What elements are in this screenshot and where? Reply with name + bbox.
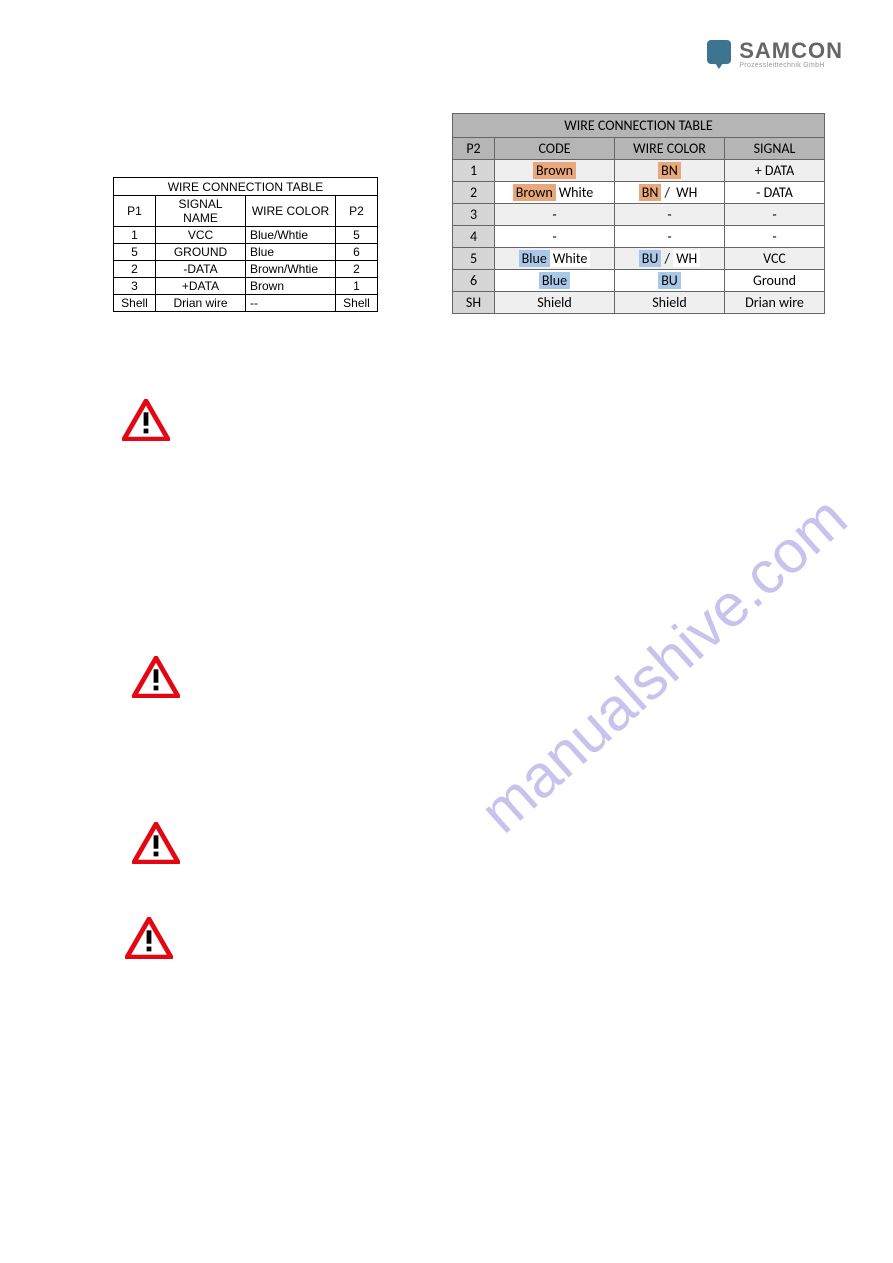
tr-h0: P2 xyxy=(453,138,495,160)
tl-r1c0: 5 xyxy=(114,244,156,261)
tr-code: BrownWhite xyxy=(495,182,615,204)
tr-code: Brown xyxy=(495,160,615,182)
tr-code: BlueWhite xyxy=(495,248,615,270)
tr-h3: SIGNAL xyxy=(725,138,825,160)
table-right-title: WIRE CONNECTION TABLE xyxy=(453,114,825,138)
wire-connection-table-right: WIRE CONNECTION TABLE P2 CODE WIRE COLOR… xyxy=(452,113,825,314)
table-left-h3: P2 xyxy=(336,196,378,227)
tl-r3c3: 1 xyxy=(336,278,378,295)
table-left-h2: WIRE COLOR xyxy=(246,196,336,227)
tr-wire: BU xyxy=(615,270,725,292)
tl-r2c0: 2 xyxy=(114,261,156,278)
tr-signal: + DATA xyxy=(725,160,825,182)
tr-wire: - xyxy=(615,204,725,226)
logo-main-text: SAMCON xyxy=(739,40,843,62)
tr-signal: - xyxy=(725,204,825,226)
tr-signal: Ground xyxy=(725,270,825,292)
tl-r4c2: -- xyxy=(246,295,336,312)
speech-bubble-icon xyxy=(707,40,731,64)
tl-r3c1: +DATA xyxy=(156,278,246,295)
table-left-title: WIRE CONNECTION TABLE xyxy=(114,178,378,196)
table-row: 4 - - - xyxy=(453,226,825,248)
tr-signal: - DATA xyxy=(725,182,825,204)
tl-r4c1: Drian wire xyxy=(156,295,246,312)
tl-r1c2: Blue xyxy=(246,244,336,261)
tl-r0c1: VCC xyxy=(156,227,246,244)
logo-text: SAMCON Prozessleittechnik GmbH xyxy=(739,40,843,69)
tr-wire: BN / WH xyxy=(615,182,725,204)
tr-p2: 2 xyxy=(453,182,495,204)
table-left-h1: SIGNAL NAME xyxy=(156,196,246,227)
table-row: 5BlueWhiteBU / WHVCC xyxy=(453,248,825,270)
tr-signal: VCC xyxy=(725,248,825,270)
table-row: 2BrownWhiteBN / WH- DATA xyxy=(453,182,825,204)
tl-r0c2: Blue/Whtie xyxy=(246,227,336,244)
table-left-h0: P1 xyxy=(114,196,156,227)
wire-connection-table-left: WIRE CONNECTION TABLE P1 SIGNAL NAME WIR… xyxy=(113,177,378,312)
tl-r2c1: -DATA xyxy=(156,261,246,278)
tl-r0c0: 1 xyxy=(114,227,156,244)
tr-h2: WIRE COLOR xyxy=(615,138,725,160)
tr-p2: 6 xyxy=(453,270,495,292)
table-row: 3 - - - xyxy=(453,204,825,226)
tr-h1: CODE xyxy=(495,138,615,160)
tl-r2c3: 2 xyxy=(336,261,378,278)
warning-triangle-icon xyxy=(132,822,180,864)
tr-p2: 1 xyxy=(453,160,495,182)
tr-signal: - xyxy=(725,226,825,248)
logo-sub-text: Prozessleittechnik GmbH xyxy=(739,62,843,69)
table-row: 1BrownBN+ DATA xyxy=(453,160,825,182)
tl-r3c0: 3 xyxy=(114,278,156,295)
tr-wire: BN xyxy=(615,160,725,182)
table-row: SH Shield Shield Drian wire xyxy=(453,292,825,314)
tr-p2: 5 xyxy=(453,248,495,270)
tr-signal: Drian wire xyxy=(725,292,825,314)
tl-r0c3: 5 xyxy=(336,227,378,244)
tl-r4c0: Shell xyxy=(114,295,156,312)
tl-r1c1: GROUND xyxy=(156,244,246,261)
tl-r1c3: 6 xyxy=(336,244,378,261)
tr-wire: - xyxy=(615,226,725,248)
tr-code: Blue xyxy=(495,270,615,292)
tl-r4c3: Shell xyxy=(336,295,378,312)
tr-wire: BU / WH xyxy=(615,248,725,270)
table-row: 6BlueBUGround xyxy=(453,270,825,292)
warning-triangle-icon xyxy=(132,656,180,698)
tr-code: Shield xyxy=(495,292,615,314)
tr-p2: 4 xyxy=(453,226,495,248)
tr-code: - xyxy=(495,226,615,248)
tr-p2: 3 xyxy=(453,204,495,226)
tr-code: - xyxy=(495,204,615,226)
brand-logo: SAMCON Prozessleittechnik GmbH xyxy=(707,40,843,69)
tr-p2: SH xyxy=(453,292,495,314)
warning-triangle-icon xyxy=(122,399,170,441)
tr-wire: Shield xyxy=(615,292,725,314)
warning-triangle-icon xyxy=(125,917,173,959)
watermark-text: manualshive.com xyxy=(467,483,860,847)
tl-r3c2: Brown xyxy=(246,278,336,295)
tl-r2c2: Brown/Whtie xyxy=(246,261,336,278)
